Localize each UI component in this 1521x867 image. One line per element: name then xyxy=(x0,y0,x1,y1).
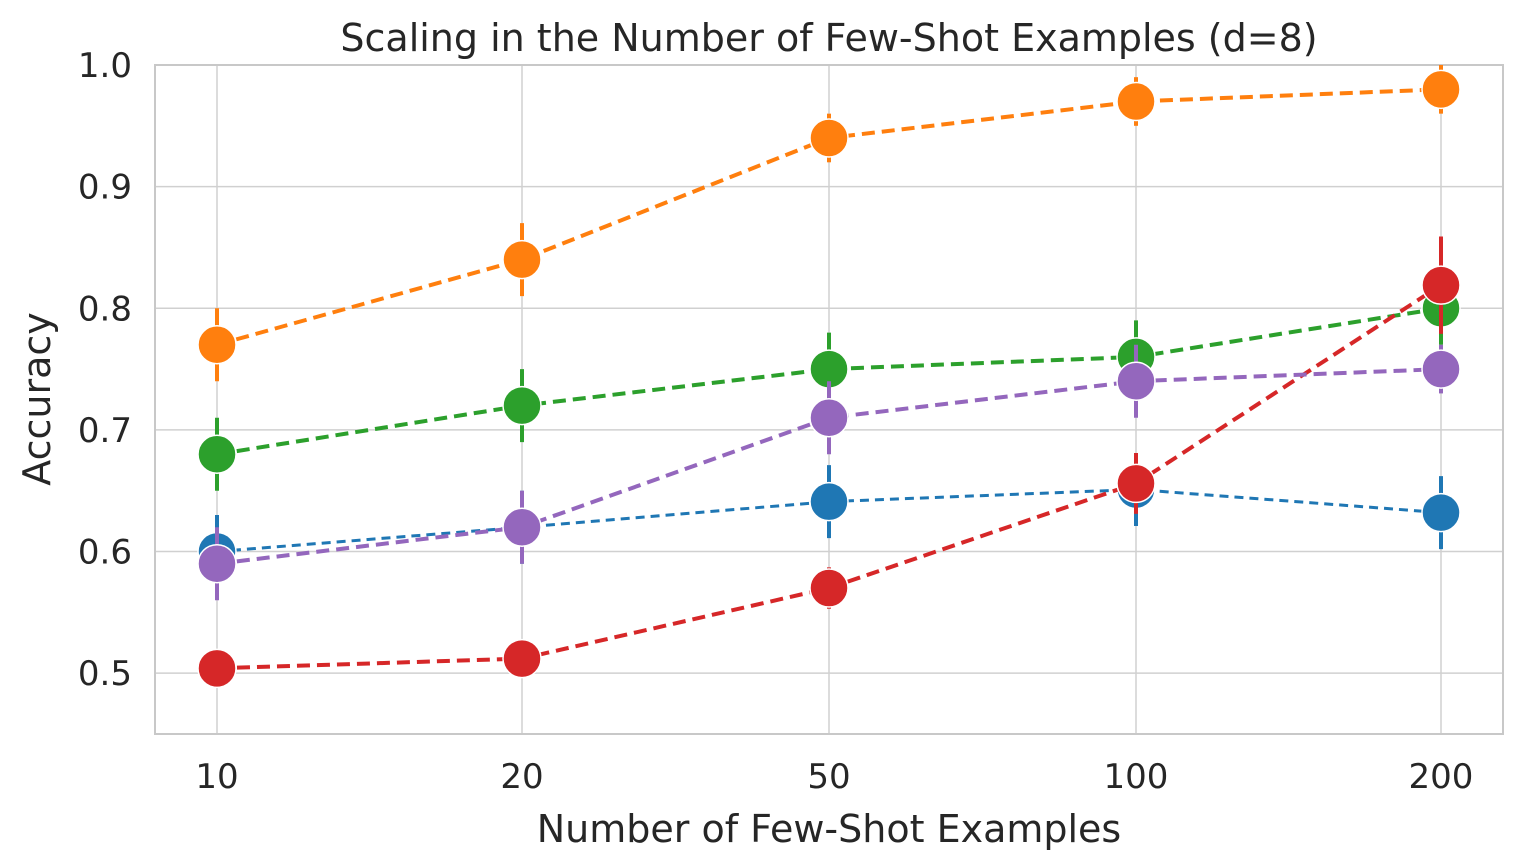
data-point xyxy=(1421,69,1461,110)
series-2 xyxy=(197,65,1461,382)
plot-frame xyxy=(154,64,1504,735)
data-point xyxy=(809,481,849,522)
series-line xyxy=(216,488,1442,554)
series-5 xyxy=(197,344,1461,601)
x-axis-label: Number of Few-Shot Examples xyxy=(537,807,1121,851)
data-point xyxy=(809,568,849,608)
series-4 xyxy=(197,236,1461,689)
y-tick-label: 0.5 xyxy=(78,654,132,694)
x-tick-label: 50 xyxy=(807,757,850,797)
x-tick-label: 20 xyxy=(500,757,543,797)
data-point xyxy=(502,239,542,280)
data-point xyxy=(809,398,849,438)
y-tick-label: 0.6 xyxy=(78,533,132,573)
data-point xyxy=(1116,361,1156,401)
y-tick-label: 0.7 xyxy=(78,411,132,451)
data-point xyxy=(197,648,237,689)
chart-title: Scaling in the Number of Few-Shot Exampl… xyxy=(340,16,1317,60)
x-tick-label: 200 xyxy=(1409,757,1474,797)
data-point xyxy=(809,118,849,158)
data-point xyxy=(197,434,237,474)
y-tick-label: 1.0 xyxy=(78,46,132,86)
data-point xyxy=(1116,81,1156,122)
data-point xyxy=(502,507,542,547)
data-point xyxy=(502,638,542,679)
series-line xyxy=(216,367,1442,566)
tick-layer: 10 20 50 100 200 0.5 0.6 0.7 0.8 0.9 1.0 xyxy=(78,46,1474,797)
data-point xyxy=(502,385,542,426)
data-point xyxy=(1421,349,1461,389)
series-layer xyxy=(197,65,1461,689)
y-tick-label: 0.8 xyxy=(78,289,132,329)
data-point xyxy=(1421,265,1461,305)
x-tick-label: 100 xyxy=(1104,757,1169,797)
data-point xyxy=(197,543,237,584)
data-point xyxy=(1116,463,1156,504)
y-tick-label: 0.9 xyxy=(78,168,132,208)
data-point xyxy=(197,325,237,365)
y-axis-label: Accuracy xyxy=(15,312,59,486)
x-tick-label: 10 xyxy=(195,757,238,797)
series-line xyxy=(216,306,1442,457)
data-point xyxy=(1421,492,1461,533)
